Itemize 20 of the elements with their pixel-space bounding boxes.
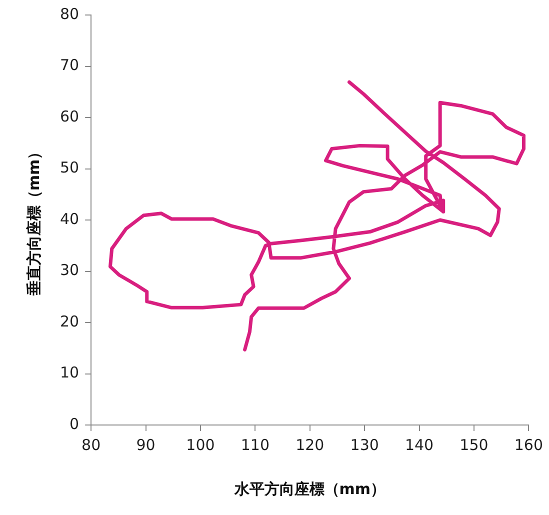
y-tick-label: 70 xyxy=(60,56,80,74)
x-tick-label: 100 xyxy=(186,436,215,454)
y-tick-label: 20 xyxy=(60,312,80,330)
y-tick-label: 80 xyxy=(60,4,80,23)
x-tick-label: 90 xyxy=(136,436,156,454)
x-tick-label: 160 xyxy=(514,436,544,454)
y-tick-label: 50 xyxy=(60,158,80,177)
x-tick-label: 130 xyxy=(350,436,379,454)
y-tick-label: 0 xyxy=(70,414,80,433)
x-tick-label: 140 xyxy=(404,436,434,454)
y-axis-title: 垂直方向座標（mm） xyxy=(24,144,43,297)
x-tick-label: 120 xyxy=(296,436,324,454)
x-axis-title: 水平方向座標（mm） xyxy=(233,480,386,498)
y-tick-label: 10 xyxy=(60,364,80,382)
x-tick-label: 80 xyxy=(82,436,101,454)
y-tick-label: 60 xyxy=(60,107,80,126)
y-tick-label: 40 xyxy=(60,210,80,228)
y-tick-label: 30 xyxy=(60,261,80,280)
x-tick-label: 110 xyxy=(240,436,270,454)
x-tick-label: 150 xyxy=(460,436,488,454)
